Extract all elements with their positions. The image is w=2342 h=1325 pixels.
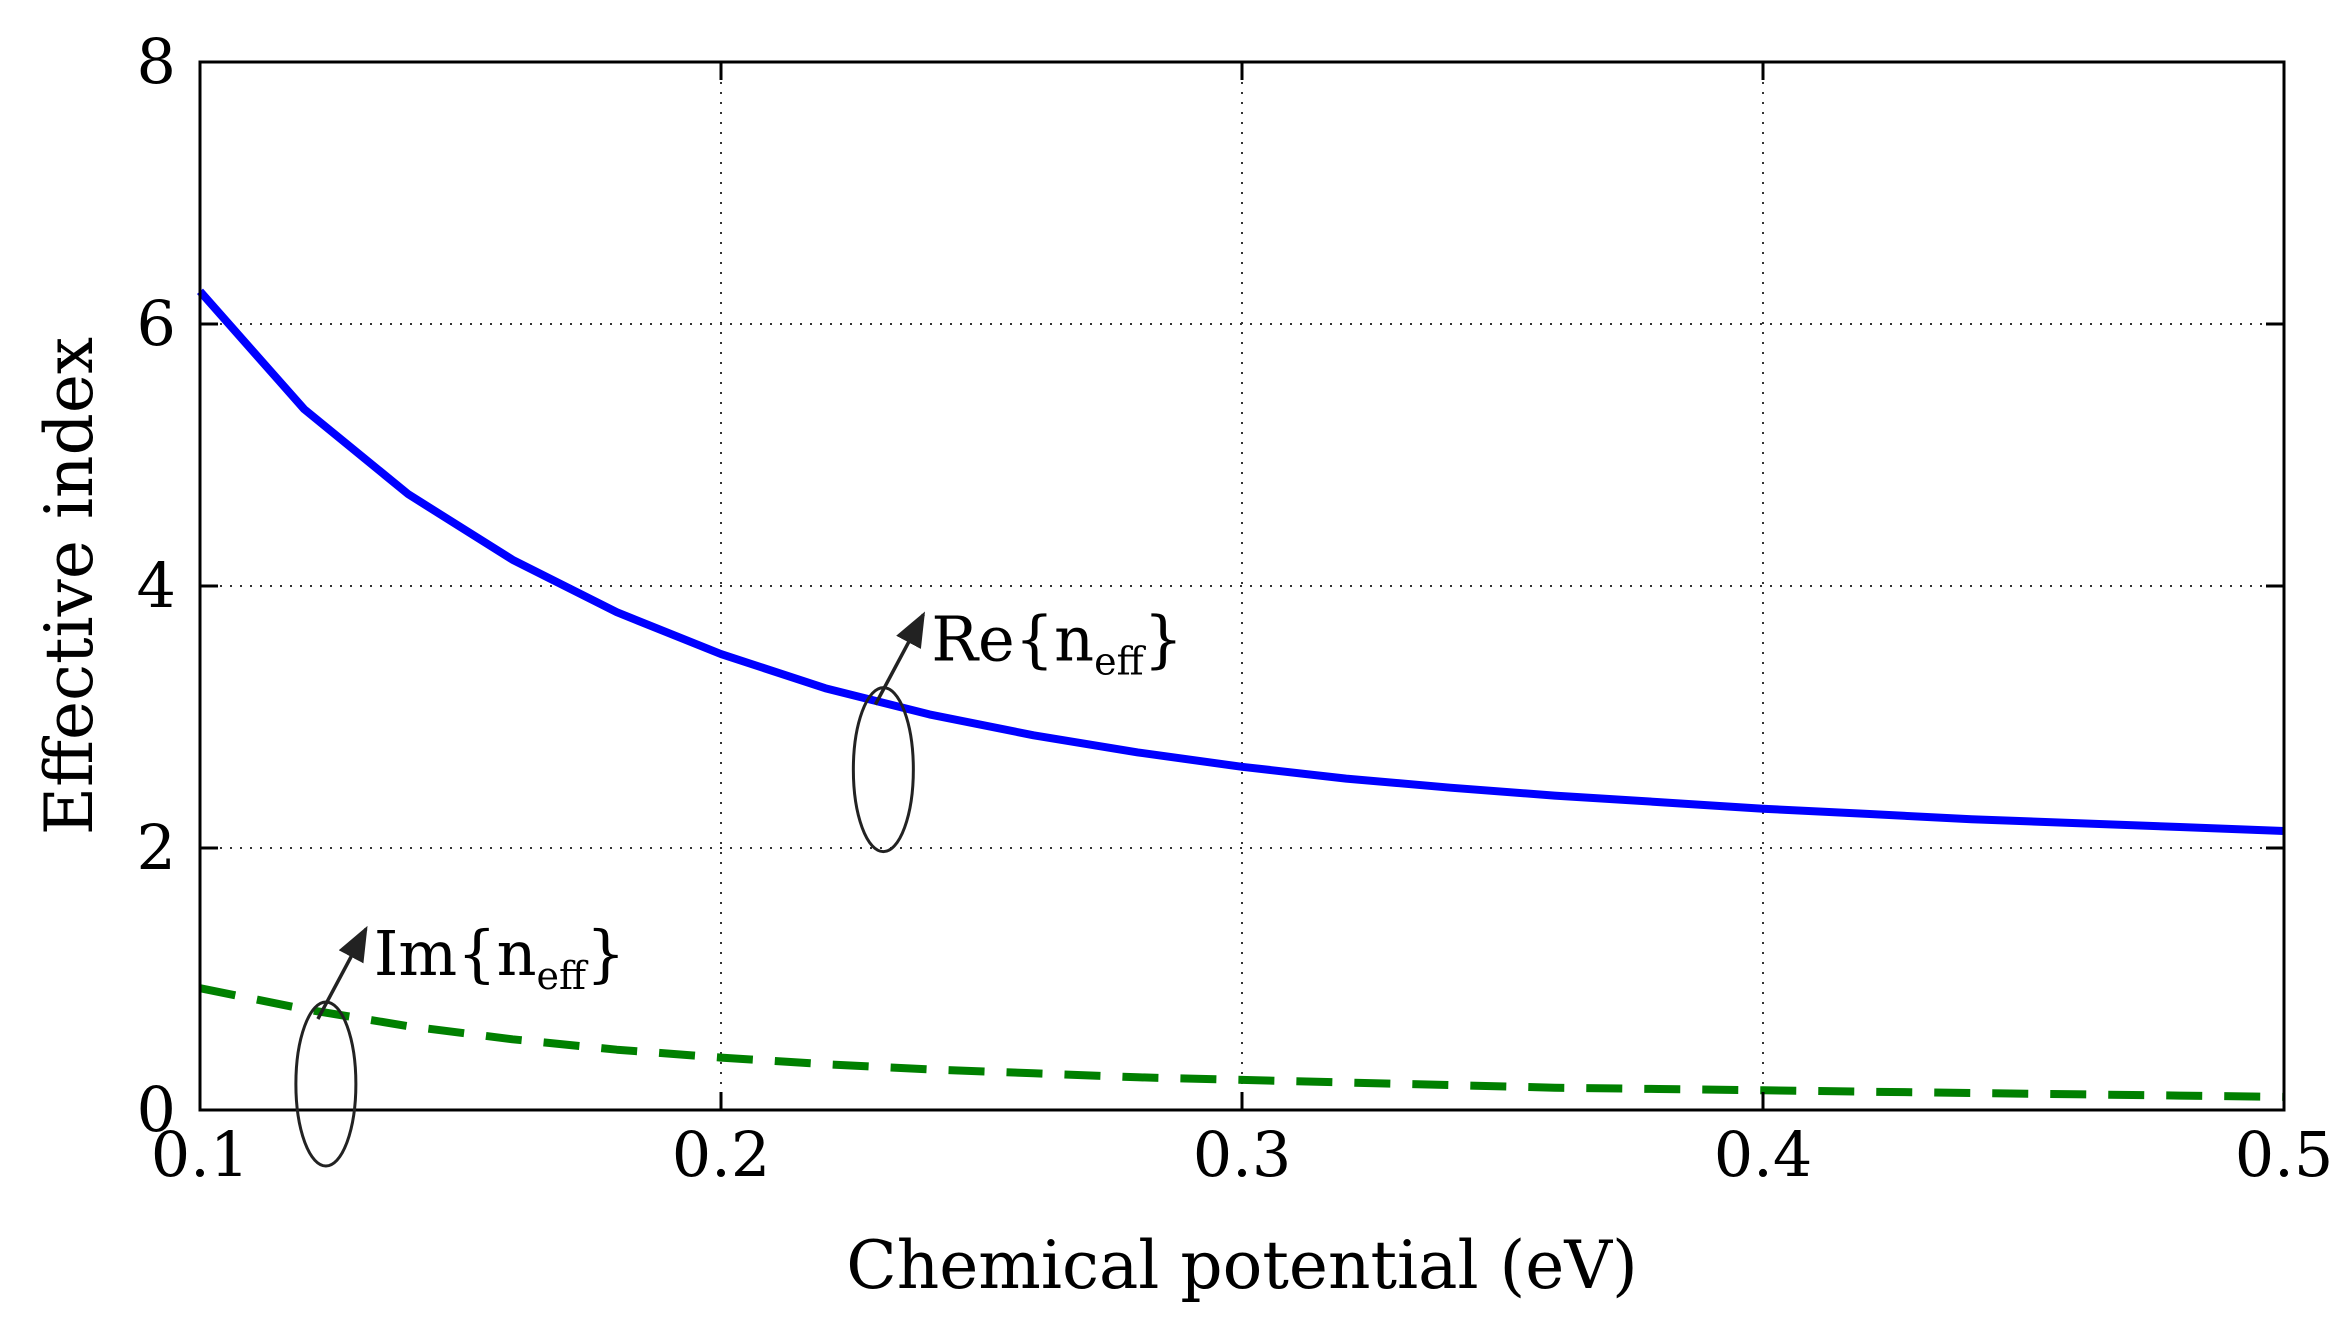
y-tick-label: 8	[137, 25, 176, 98]
y-tick-label: 0	[137, 1073, 176, 1146]
y-tick-label: 2	[137, 811, 176, 884]
y-tick-label: 4	[137, 549, 176, 622]
annotation-re-neff: Re{neff}	[931, 603, 1183, 684]
annotation-closing-brace: }	[586, 917, 625, 990]
x-tick-label: 0.4	[1714, 1118, 1813, 1191]
y-axis-title: Effective index	[31, 337, 108, 835]
series-line-im-neff	[199, 984, 2285, 1101]
annotation-main-text: Im{n	[374, 917, 537, 990]
rotation-loop-icon	[851, 686, 915, 854]
annotation-subscript: eff	[537, 954, 589, 998]
x-tick-label: 0.1	[151, 1118, 250, 1191]
annotation-arrow-icon	[316, 925, 368, 1020]
series-layer	[197, 288, 2285, 1101]
tick-layer: 0.1 0.2 0.3 0.4 0.5 0 2 4 6 8	[137, 25, 2334, 1191]
rotation-loop-icon	[294, 1000, 358, 1168]
annotation-im-neff: Im{neff}	[374, 917, 626, 998]
annotation-closing-brace: }	[1144, 603, 1183, 676]
annotation-main-text: Re{n	[931, 603, 1094, 676]
annotation-arrow-icon	[873, 611, 925, 706]
x-axis-title: Chemical potential (eV)	[846, 1227, 1638, 1304]
y-tick-label: 6	[137, 287, 176, 360]
series-line-re-neff	[197, 288, 2285, 835]
x-tick-label: 0.2	[672, 1118, 771, 1191]
annotation-layer: Re{neff}Im{neff}	[294, 603, 1183, 1168]
grid-layer	[200, 62, 2284, 1110]
x-tick-label: 0.3	[1193, 1118, 1292, 1191]
x-tick-label: 0.5	[2235, 1118, 2334, 1191]
annotation-subscript: eff	[1094, 640, 1146, 684]
